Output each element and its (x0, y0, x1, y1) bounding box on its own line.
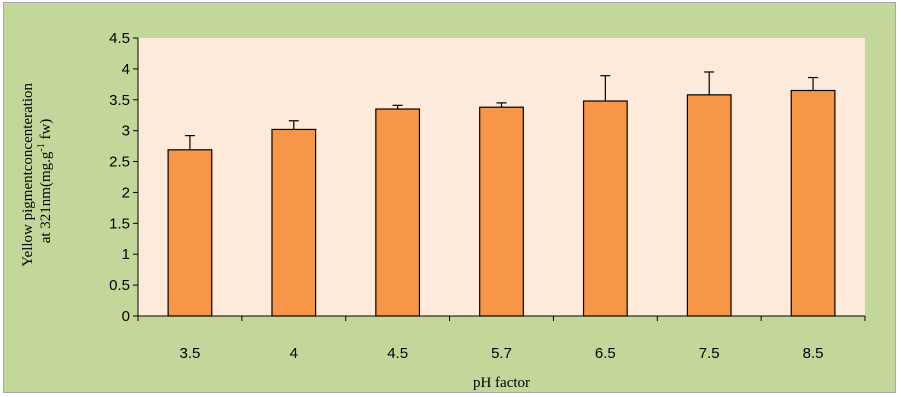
y-tick-label: 3 (122, 123, 130, 140)
bar (582, 100, 628, 317)
y-tick-label: 3.5 (109, 92, 130, 109)
error-bar-group (184, 71, 819, 150)
bar (167, 149, 213, 317)
x-tick-label: 4.5 (387, 345, 408, 362)
y-tick-label: 0.5 (109, 277, 130, 294)
bar (686, 94, 732, 317)
x-tick-label: 4 (290, 345, 298, 362)
bar (790, 89, 836, 317)
y-axis-title-line2-end: fw) (38, 119, 54, 144)
y-tick-label: 1 (122, 246, 130, 263)
x-axis-title: pH factor (473, 375, 530, 391)
y-axis-title-line2: at 321nm(mg.g (38, 151, 54, 243)
y-axis-title-superscript: -1 (36, 143, 47, 151)
x-tick-label: 7.5 (699, 345, 720, 362)
y-tick-label: 4 (122, 61, 130, 78)
x-tick-label: 5.7 (491, 345, 512, 362)
y-tick-group: 0 0.5 1 1.5 2 2.5 3 3.5 4 4.5 (109, 30, 138, 325)
chart-area: 0 0.5 1 1.5 2 2.5 3 3.5 4 4.5 3.5 4 4.5 5.7 6.5 7.5 8.5… (3, 2, 896, 393)
x-tick-label: 6.5 (595, 345, 616, 362)
bar (375, 108, 421, 317)
y-tick-label: 2 (122, 184, 130, 201)
bar (479, 106, 524, 317)
bar (271, 128, 317, 317)
y-tick-label: 2.5 (109, 154, 130, 171)
bar-group (167, 89, 836, 317)
x-tick-label: 8.5 (803, 345, 824, 362)
y-tick-label: 0 (122, 308, 130, 325)
y-tick-label: 1.5 (109, 215, 130, 232)
y-axis-title: Yellow pigmentconcenteration at 321nm(mg… (20, 79, 54, 267)
bar-chart: 0 0.5 1 1.5 2 2.5 3 3.5 4 4.5 3.5 4 4.5 5.7 6.5 7.5 8.5… (20, 30, 866, 391)
x-tick-group: 3.5 4 4.5 5.7 6.5 7.5 8.5 (137, 316, 866, 362)
x-tick-label: 3.5 (179, 345, 200, 362)
y-tick-label: 4.5 (109, 30, 130, 47)
y-axis-title-line1: Yellow pigmentconcenteration (20, 82, 36, 266)
